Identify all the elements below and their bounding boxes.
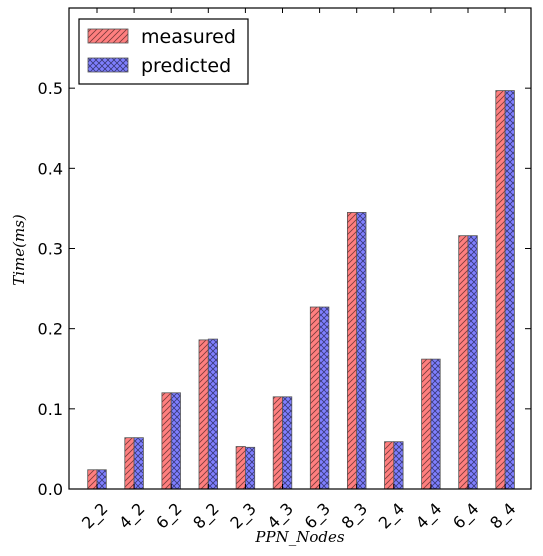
y-tick-label: 0.3 (38, 240, 63, 259)
legend-label-measured: measured (141, 26, 236, 48)
bar-measured-4_4 (421, 358, 432, 490)
x-tick-label: 4_4 (412, 499, 446, 533)
bar-predicted-2_3 (244, 446, 256, 490)
bar-measured-2_3 (235, 446, 246, 490)
bar-measured-4_3 (272, 396, 283, 490)
bar-predicted-8_3 (356, 212, 367, 490)
bar-measured-8_4 (495, 90, 506, 490)
plot-area-frame (68, 7, 532, 490)
x-tick-label: 8_2 (189, 499, 223, 533)
x-tick-label: 8_4 (486, 499, 520, 533)
x-tick-label: 6_2 (152, 499, 186, 533)
y-tick-label: 0.2 (38, 320, 63, 339)
bar-measured-4_2 (124, 437, 135, 490)
x-tick-label: 2_4 (375, 499, 409, 533)
legend-swatch-measured (87, 28, 129, 44)
bar-predicted-6_4 (467, 235, 478, 490)
legend-label-predicted: predicted (141, 55, 231, 77)
bars-group (87, 90, 515, 490)
bar-measured-6_3 (309, 306, 320, 490)
bar-predicted-8_4 (504, 90, 515, 490)
bar-predicted-4_3 (282, 396, 293, 490)
x-tick-label: 4_2 (115, 499, 149, 533)
x-tick-label: 2_2 (78, 499, 112, 533)
bar-measured-6_4 (458, 235, 469, 490)
bar-predicted-6_2 (170, 392, 181, 490)
bar-predicted-6_3 (319, 306, 330, 490)
bar-predicted-8_2 (207, 338, 219, 490)
legend: measured predicted (78, 18, 249, 85)
bar-measured-8_3 (346, 212, 358, 490)
y-axis-label: Time(ms) (10, 214, 28, 286)
legend-swatch-predicted (87, 57, 129, 73)
bar-predicted-4_4 (430, 358, 441, 490)
bar-predicted-4_2 (133, 437, 144, 490)
x-axis-ticks: 2_2 4_2 6_2 8_2 2_3 4_3 6_3 8_3 2_4 4_4 6_4 8_4 (78, 8, 520, 533)
bar-measured-6_2 (161, 392, 172, 490)
y-axis-ticks: 0.0 0.1 0.2 0.3 0.4 0.5 (38, 79, 531, 499)
y-tick-label: 0.4 (38, 159, 63, 178)
y-tick-label: 0.5 (38, 79, 63, 98)
bar-predicted-2_4 (393, 441, 404, 490)
y-tick-label: 0.0 (38, 480, 63, 499)
bar-measured-2_4 (384, 441, 395, 490)
bar-predicted-2_2 (96, 469, 107, 490)
y-tick-label: 0.1 (38, 400, 63, 419)
bar-measured-2_2 (87, 469, 98, 490)
bar-measured-8_2 (198, 339, 209, 490)
x-axis-label: PPN_Nodes (254, 528, 344, 546)
x-tick-label: 6_4 (449, 499, 483, 533)
